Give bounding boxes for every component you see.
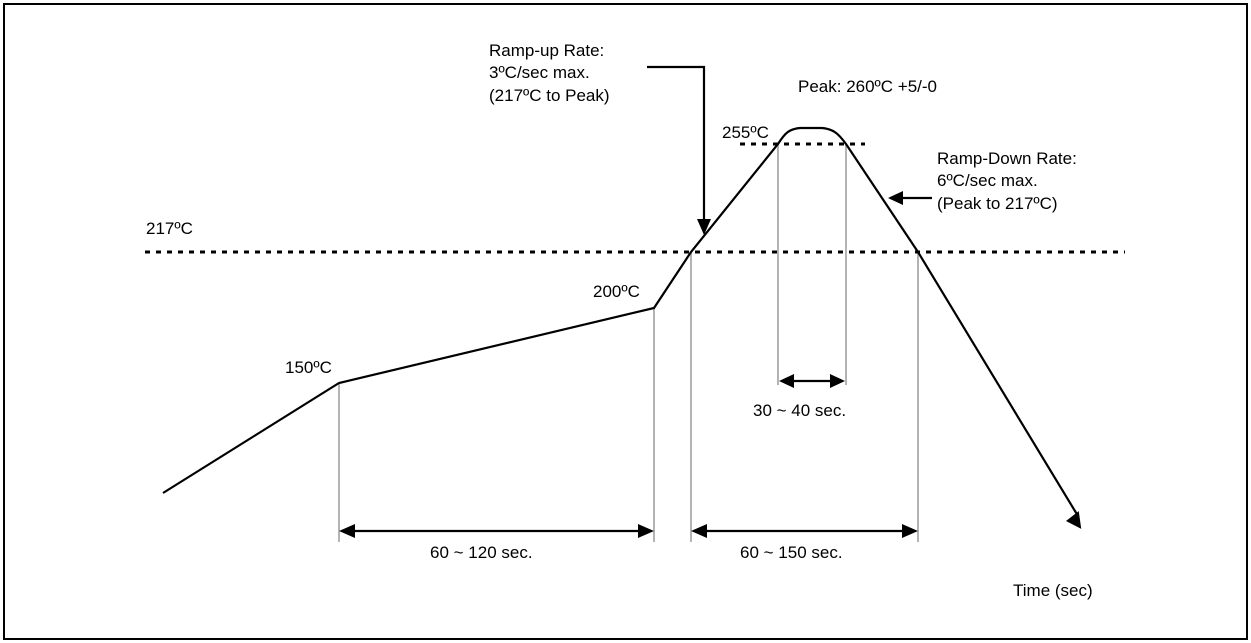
label-peak: Peak: 260ºC +5/-0 — [798, 77, 937, 96]
label-temp-150: 150ºC — [285, 358, 332, 377]
x-axis-label: Time (sec) — [1013, 581, 1093, 600]
label-temp-200: 200ºC — [593, 282, 640, 301]
label-ramp-up-line2: 3ºC/sec max. — [489, 63, 590, 82]
label-ramp-up-line1: Ramp-up Rate: — [489, 41, 604, 60]
peak-duration-arrow — [779, 374, 845, 388]
label-ramp-down-line1: Ramp-Down Rate: — [937, 149, 1077, 168]
label-peak-duration: 30 ~ 40 sec. — [753, 401, 846, 420]
guide-lines — [338, 145, 919, 542]
label-temp-217: 217ºC — [146, 219, 193, 238]
diagram-frame — [3, 3, 1248, 640]
liquidus-duration-arrow — [691, 524, 918, 538]
reflow-curve — [162, 126, 1079, 517]
ramp-down-arrowhead — [888, 191, 903, 205]
curve-end-arrowhead — [1065, 511, 1082, 529]
ramp-up-arrowhead — [697, 219, 711, 235]
label-ramp-up-line3: (217ºC to Peak) — [489, 86, 610, 105]
label-ramp-down-line3: (Peak to 217ºC) — [937, 194, 1058, 213]
label-temp-255: 255ºC — [722, 123, 769, 142]
label-liquidus-duration: 60 ~ 150 sec. — [740, 543, 843, 562]
ramp-up-pointer — [647, 65, 706, 220]
preheat-duration-arrow — [339, 524, 654, 538]
label-ramp-down-line2: 6ºC/sec max. — [937, 171, 1038, 190]
label-preheat-duration: 60 ~ 120 sec. — [430, 543, 533, 562]
